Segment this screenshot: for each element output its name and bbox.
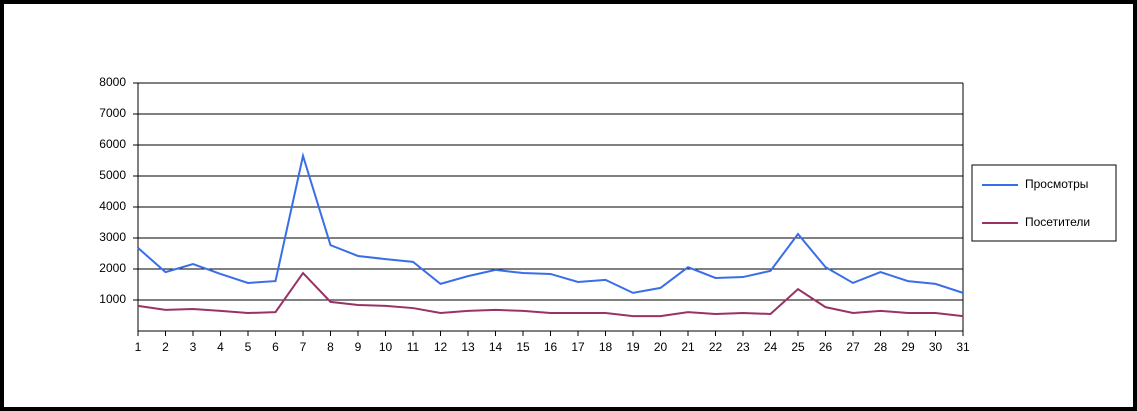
x-tick-label: 9 bbox=[355, 340, 362, 354]
legend-box bbox=[971, 164, 1117, 242]
y-tick-label: 4000 bbox=[99, 199, 126, 213]
x-tick-label: 29 bbox=[901, 340, 915, 354]
x-tick-label: 11 bbox=[407, 340, 420, 354]
x-tick-label: 27 bbox=[846, 340, 860, 354]
x-tick-label: 20 bbox=[654, 340, 668, 354]
x-tick-label: 23 bbox=[736, 340, 750, 354]
series-line bbox=[137, 271, 964, 318]
x-tick-label: 2 bbox=[162, 340, 169, 354]
x-tick-label: 7 bbox=[300, 340, 307, 354]
legend-label: Посетители bbox=[1025, 215, 1090, 229]
x-tick-label: 18 bbox=[599, 340, 613, 354]
x-tick-label: 15 bbox=[516, 340, 530, 354]
x-tick-label: 10 bbox=[379, 340, 393, 354]
x-tick-label: 17 bbox=[571, 340, 585, 354]
x-tick-label: 13 bbox=[461, 340, 475, 354]
x-tick-label: 22 bbox=[709, 340, 723, 354]
y-tick-label: 5000 bbox=[99, 168, 126, 182]
y-tick-label: 1000 bbox=[99, 292, 126, 306]
x-tick-label: 1 bbox=[135, 340, 142, 354]
x-tick-label: 28 bbox=[874, 340, 888, 354]
x-tick-label: 24 bbox=[764, 340, 778, 354]
series-line bbox=[137, 151, 964, 294]
x-tick-label: 31 bbox=[956, 340, 970, 354]
x-tick-label: 21 bbox=[681, 340, 695, 354]
x-tick-label: 8 bbox=[327, 340, 334, 354]
x-tick-label: 12 bbox=[434, 340, 448, 354]
y-tick-label: 2000 bbox=[99, 261, 126, 275]
y-tick-label: 7000 bbox=[99, 106, 126, 120]
x-tick-label: 26 bbox=[819, 340, 833, 354]
x-tick-label: 25 bbox=[791, 340, 805, 354]
y-tick-label: 8000 bbox=[99, 75, 126, 89]
y-tick-label: 3000 bbox=[99, 230, 126, 244]
x-tick-label: 6 bbox=[272, 340, 279, 354]
x-tick-label: 3 bbox=[190, 340, 197, 354]
x-tick-label: 30 bbox=[929, 340, 943, 354]
x-tick-label: 16 bbox=[544, 340, 558, 354]
x-tick-label: 4 bbox=[217, 340, 224, 354]
x-tick-label: 14 bbox=[489, 340, 503, 354]
y-tick-label: 6000 bbox=[99, 137, 126, 151]
x-tick-label: 5 bbox=[245, 340, 252, 354]
x-tick-label: 19 bbox=[626, 340, 640, 354]
legend-label: Просмотры bbox=[1025, 177, 1088, 191]
